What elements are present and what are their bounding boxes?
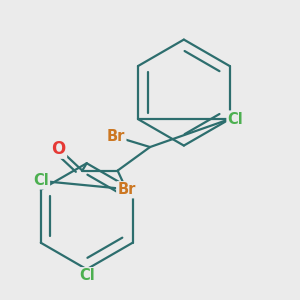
Text: Cl: Cl: [33, 173, 49, 188]
Text: Cl: Cl: [79, 268, 94, 283]
Text: Br: Br: [117, 182, 136, 197]
Text: Cl: Cl: [227, 112, 243, 127]
Text: Br: Br: [107, 129, 125, 144]
Text: O: O: [52, 140, 66, 158]
